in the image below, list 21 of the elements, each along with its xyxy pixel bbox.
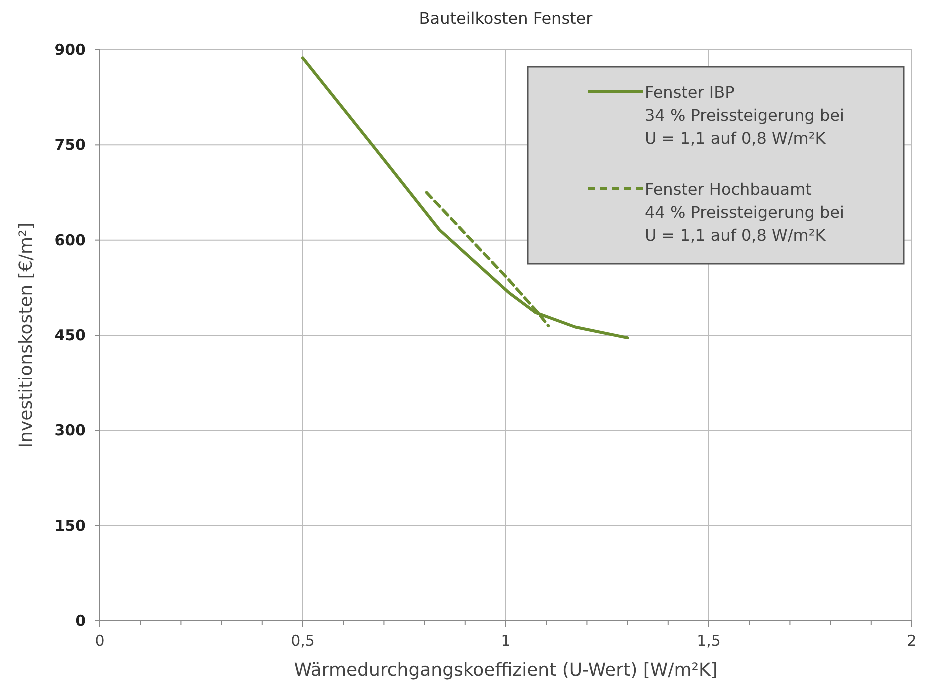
x-axis-title: Wärmedurchgangskoeffizient (U-Wert) [W/m²K] (294, 660, 718, 681)
y-tick-label: 750 (54, 136, 86, 154)
chart-title: Bauteilkosten Fenster (419, 9, 594, 28)
y-tick-label: 450 (54, 326, 86, 344)
x-tick-label: 0 (95, 632, 105, 650)
legend-label: Fenster Hochbauamt (645, 180, 812, 199)
x-tick-label: 2 (907, 632, 917, 650)
y-tick-label: 300 (54, 422, 86, 440)
y-tick-label: 150 (54, 516, 86, 535)
line-series (302, 56, 630, 340)
y-tick-label: 600 (54, 231, 86, 250)
legend-label: Fenster IBP (645, 83, 736, 102)
x-tick-label: 0,5 (291, 632, 315, 650)
annotation: 34 % Preissteigerung bei U = 1,1 auf 0,8 W/m²K (645, 106, 844, 148)
y-axis-title: Investitionskosten [€/m²] (16, 222, 37, 448)
y-tick-label: 0 (76, 612, 86, 630)
annotation: 44 % Preissteigerung bei U = 1,1 auf 0,8 W/m²K (645, 203, 844, 245)
y-tick-label: 900 (54, 41, 86, 59)
line-series (425, 191, 550, 328)
x-tick-label: 1 (501, 632, 511, 650)
x-tick-label: 1,5 (697, 632, 721, 650)
